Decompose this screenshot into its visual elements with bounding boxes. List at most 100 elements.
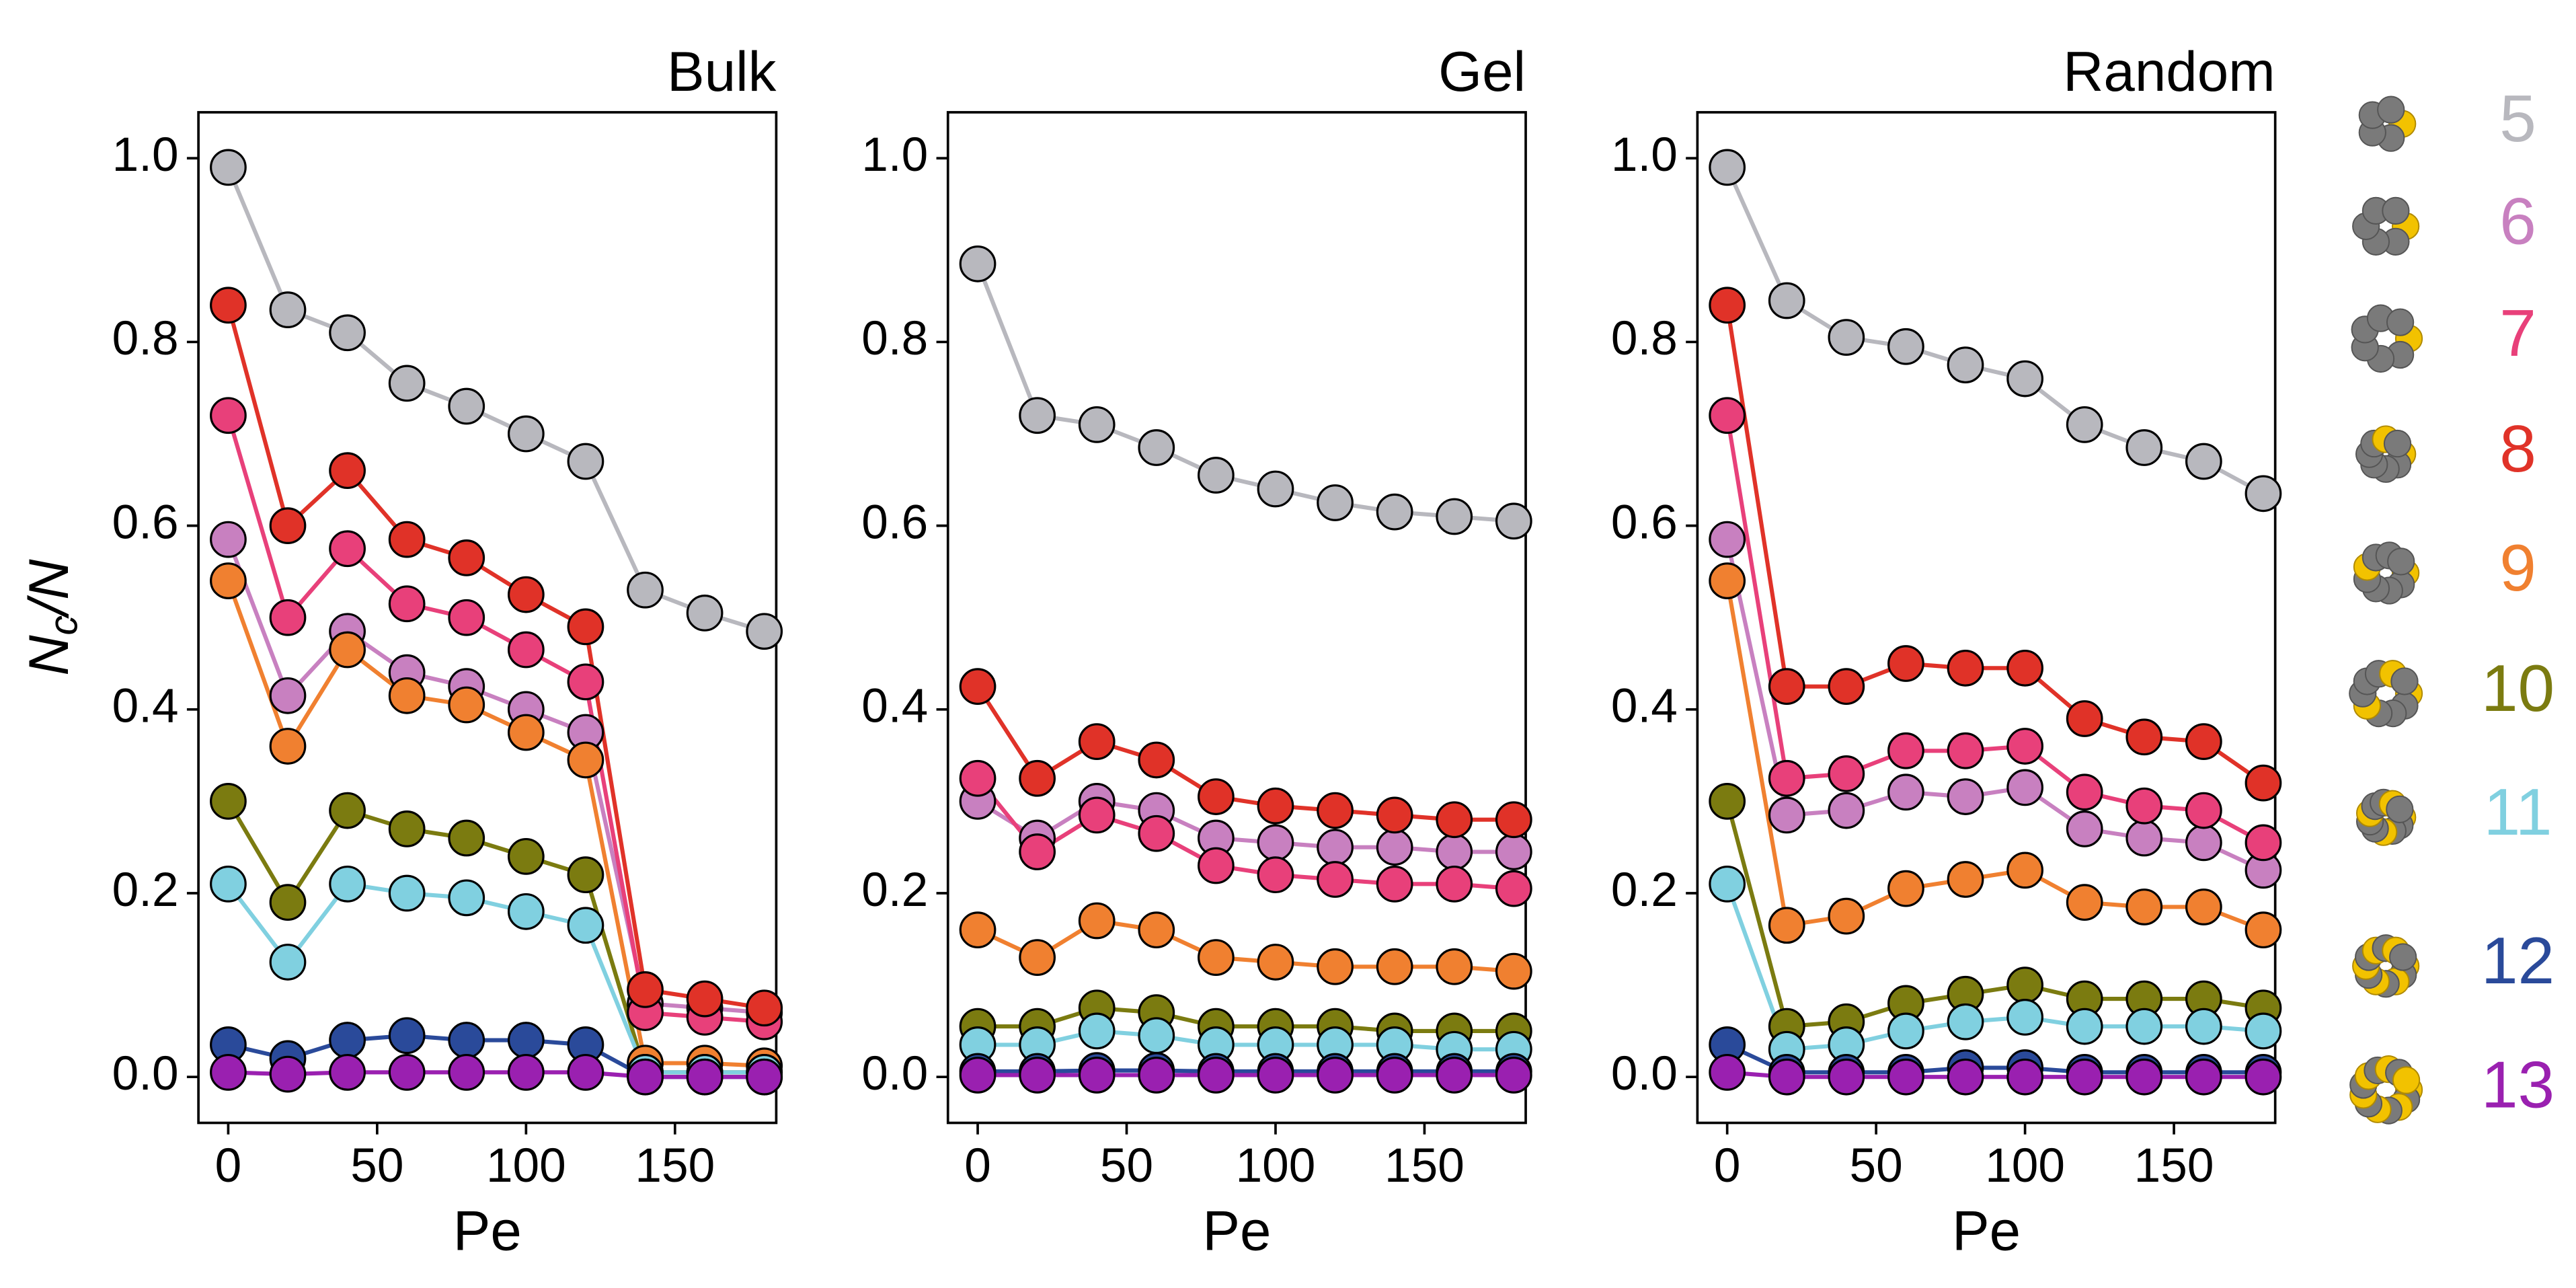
legend-label: 12 [2481,923,2554,997]
data-point [210,397,247,434]
data-point [448,879,485,917]
atom [2387,547,2415,576]
data-point [1768,668,1805,706]
data-point [2245,475,2282,513]
series-line [1725,539,2265,872]
data-point [2066,773,2103,811]
legend-label: 9 [2499,531,2536,605]
series-line [1725,415,2265,845]
series-line [1725,580,2265,932]
data-point [1768,907,1805,944]
series-line [226,580,765,1068]
atom [2390,667,2419,695]
data-point [1078,406,1116,443]
series-line [976,263,1514,523]
data-point [448,387,485,425]
data-point [1768,282,1805,319]
data-point [1947,1003,1984,1040]
data-point [567,856,604,894]
data-point [2185,443,2222,480]
y-axis-label-part: N [17,635,80,676]
data-point [2066,700,2103,737]
data-point [1709,521,1746,558]
data-point [959,1057,997,1094]
data-point [1495,870,1532,907]
data-point [388,874,426,912]
data-point [1138,429,1175,466]
legend-label: 5 [2499,81,2536,155]
data-point [329,1022,366,1059]
data-point [1078,1012,1116,1050]
data-point [1887,1058,1924,1096]
x-tick-label: 150 [2134,1139,2214,1192]
y-tick-label: 0.4 [1611,680,1678,733]
y-tick-label: 0.8 [1611,312,1678,365]
data-point [210,149,247,186]
data-point [329,452,366,490]
data-point [2006,769,2043,806]
data-point [1376,1057,1413,1094]
data-point [1495,801,1532,839]
data-point [1947,732,1984,769]
data-point [2245,911,2282,949]
data-point [567,741,604,779]
data-point [2066,406,2103,443]
data-point [1257,824,1294,862]
data-point [1709,1053,1746,1091]
data-point [2066,810,2103,847]
data-point [210,562,247,599]
data-point [2066,884,2103,921]
data-point [507,415,545,453]
data-point [1828,792,1865,829]
data-point [1768,759,1805,797]
data-point [1198,1057,1235,1094]
data-point [448,686,485,724]
data-point [388,365,426,402]
chart-title: Random [2063,40,2275,103]
data-point [1887,732,1924,769]
data-point [1376,796,1413,834]
data-point [627,1058,664,1096]
data-point [269,677,307,714]
data-point [1709,562,1746,599]
data-point [2006,360,2043,397]
data-point [1947,861,1984,898]
atom [2386,308,2415,336]
data-point [746,989,783,1027]
data-point [1495,833,1532,870]
data-point [746,1058,783,1096]
data-point [2006,1058,2043,1096]
y-tick-label: 0.4 [861,680,928,733]
data-point [1436,1057,1473,1094]
data-point [1138,1057,1175,1094]
data-point [567,443,604,480]
data-point [210,783,247,820]
legend-label: 11 [2484,775,2552,849]
data-point [210,287,247,324]
data-point [686,1058,724,1096]
atom [2389,943,2417,971]
cluster-icon [2352,934,2420,998]
y-tick-label: 0.8 [861,312,928,365]
data-point [329,530,366,568]
data-point [686,980,724,1018]
data-point [507,893,545,930]
data-point [2006,851,2043,889]
y-tick-label: 1.0 [112,128,179,182]
y-tick-label: 0.6 [112,496,179,549]
series-line [1725,166,2265,496]
data-point [1709,865,1746,903]
x-tick-label: 0 [1714,1139,1741,1192]
legend-label: 8 [2499,412,2536,486]
data-point [1887,645,1924,682]
y-tick-label: 1.0 [861,128,928,182]
data-point [1828,319,1865,356]
y-axis-label-part: /N [17,559,80,619]
data-point [2006,649,2043,687]
data-point [1436,948,1473,985]
data-point [1709,397,1746,434]
data-point [1317,484,1354,521]
data-point [2125,1008,2163,1045]
y-tick-label: 0.4 [112,680,179,733]
data-point [1019,759,1056,797]
